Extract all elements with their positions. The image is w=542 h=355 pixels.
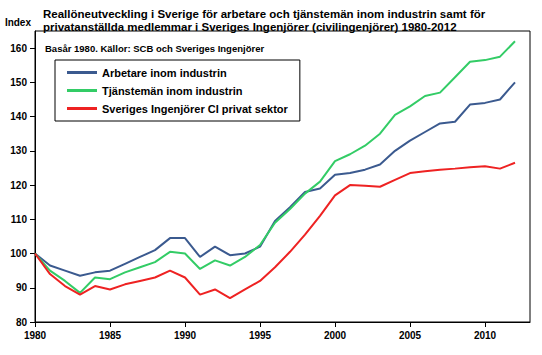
svg-text:Basår 1980. Källor: SCB och Sv: Basår 1980. Källor: SCB och Sveriges Ing… — [45, 43, 264, 54]
svg-text:120: 120 — [10, 180, 27, 191]
svg-text:80: 80 — [16, 317, 28, 328]
svg-text:Tjänstemän inom industrin: Tjänstemän inom industrin — [102, 85, 243, 97]
svg-text:130: 130 — [10, 145, 27, 156]
svg-text:2010: 2010 — [474, 330, 497, 341]
svg-text:160: 160 — [10, 43, 27, 54]
svg-text:Sveriges Ingenjörer CI privat: Sveriges Ingenjörer CI privat sektor — [102, 103, 289, 115]
svg-text:2000: 2000 — [324, 330, 347, 341]
svg-text:Reallöneutveckling i Sverige f: Reallöneutveckling i Sverige för arbetar… — [43, 8, 486, 20]
svg-text:privatanställda medlemmar i Sv: privatanställda medlemmar i Sveriges Ing… — [43, 21, 457, 33]
svg-text:1985: 1985 — [99, 330, 122, 341]
svg-text:140: 140 — [10, 111, 27, 122]
svg-text:1990: 1990 — [174, 330, 197, 341]
svg-text:1980: 1980 — [24, 330, 47, 341]
svg-text:100: 100 — [10, 248, 27, 259]
svg-text:Arbetare inom industrin: Arbetare inom industrin — [102, 67, 227, 79]
svg-text:110: 110 — [11, 214, 28, 225]
svg-text:Index: Index — [5, 17, 32, 28]
svg-text:150: 150 — [10, 77, 27, 88]
svg-text:1995: 1995 — [249, 330, 272, 341]
svg-text:90: 90 — [16, 282, 28, 293]
svg-text:2005: 2005 — [399, 330, 422, 341]
